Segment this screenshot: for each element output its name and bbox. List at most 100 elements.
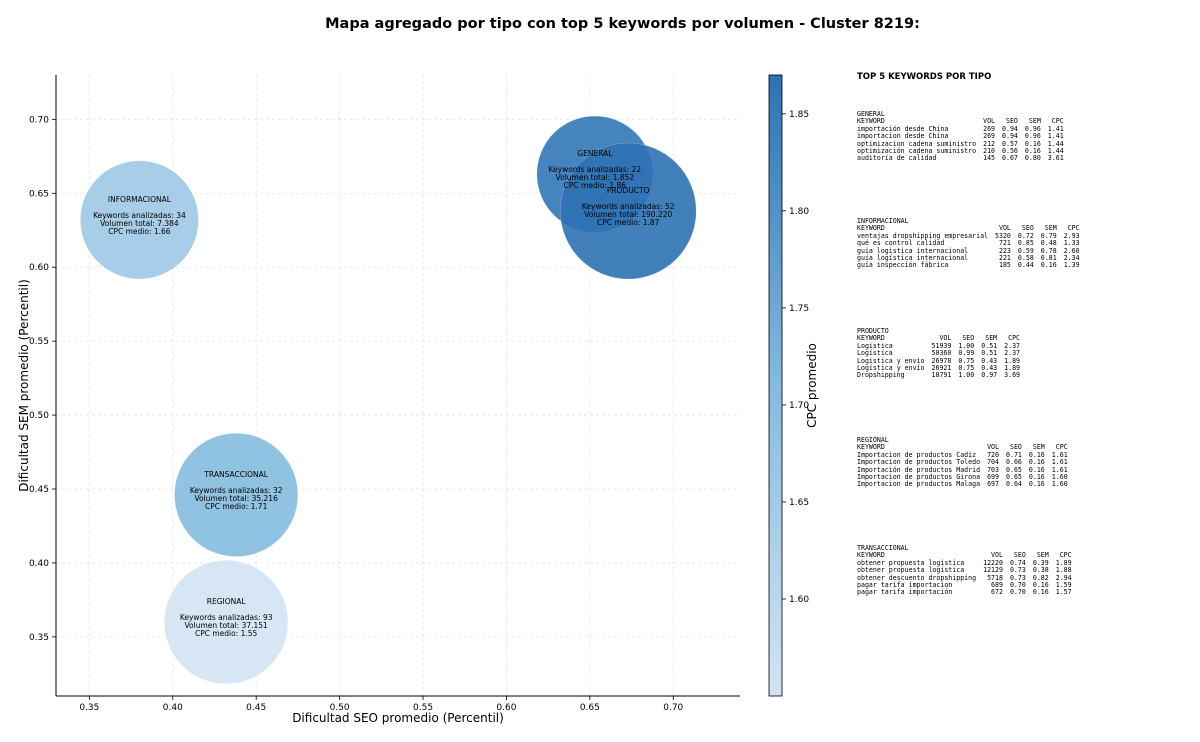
bubble-label: REGIONAL [207,597,247,606]
x-tick-label: 0.45 [246,703,266,713]
value-cell: 1.41 [1047,124,1064,133]
value-cell: 0.99 [958,349,975,358]
table-row: Dropshipping 18791 1.00 0.97 3.69 [857,371,1020,380]
value-cell: 12220 [983,558,1003,567]
group-name: REGIONAL [857,436,889,444]
bubble-informacional [80,160,199,280]
keyword-cell: obtener propuesta logistica [857,558,965,567]
value-cell: 720 [987,450,999,459]
bubble-detail: Keywords analizadas: 32 [190,486,283,495]
keyword-cell: pagar tarifa importacion [857,581,953,590]
column-header: CPC [1051,117,1064,126]
colorbar-tick-label: 1.60 [789,595,809,605]
column-header: VOL [991,551,1003,560]
table-row: pagar tarifa importacion 689 0.70 0.16 1.59 [857,581,1072,590]
value-cell: 212 [983,139,996,148]
x-tick-label: 0.70 [663,703,683,713]
value-cell: 5320 [995,231,1011,240]
value-cell: 1.41 [1047,132,1064,141]
value-cell: 721 [998,239,1011,248]
y-tick-label: 0.55 [29,337,49,347]
y-tick-label: 0.35 [29,633,49,643]
value-cell: 0.96 [1024,124,1041,133]
colorbar-tick-label: 1.65 [789,498,809,508]
chart-title: Mapa agregado por tipo con top 5 keyword… [325,16,920,32]
value-cell: 0.85 [1017,239,1034,248]
keyword-cell: qué es control calidad [857,239,945,248]
value-cell: 1.60 [1051,473,1068,482]
column-header: CPC [1055,443,1068,452]
table-row: obtener propuesta logística 12129 0.73 0.38… [857,566,1072,574]
axes: 0.35 0.40 0.45 0.50 0.55 0.60 0.65 0.70 0.35 0.40… [17,75,740,725]
keyword-cell: Importación de productos Madrid [857,465,981,474]
column-header: CPC [1067,224,1080,233]
keyword-cell: Importacion de productos Toledo [857,458,981,467]
value-cell: 0.64 [1006,480,1022,489]
colorbar-label: CPC promedio [805,343,819,428]
value-cell: 0.16 [1028,458,1045,467]
colorbar-tick-label: 1.80 [789,207,809,217]
keyword-cell: ventajas dropshipping empresarial [857,231,989,240]
value-cell: 0.73 [1009,573,1026,582]
value-cell: 210 [983,147,996,156]
table-row: guía logística internacional 221 0.58 0.81 2… [857,254,1080,263]
column-header: CPC [1059,551,1072,560]
column-header: SEO [1013,551,1026,560]
column-header: SEO [962,334,975,343]
keyword-table: KEYWORD VOL SEO SEM CPC Importacion de produc… [857,443,1068,489]
value-cell: 1.61 [1051,465,1068,474]
bubble-detail: Volumen total: 190.220 [584,210,672,219]
keyword-cell: Importacion de productos Girona [857,473,981,482]
keyword-group-transaccional: TRANSACCIONAL KEYWORD VOL SEO SEM CPC obtener … [857,544,1072,597]
column-header: SEM [1036,551,1049,560]
bubble-detail: Volumen total: 1.852 [556,173,635,182]
keyword-cell: Logistica [857,341,893,350]
keyword-table: KEYWORD VOL SEO SEM CPC importación desde Chi… [857,117,1064,163]
x-tick-label: 0.55 [413,703,433,713]
column-header: KEYWORD [857,551,885,560]
value-cell: 0.51 [981,349,998,358]
value-cell: 0.43 [981,364,998,373]
column-header: KEYWORD [857,224,885,233]
value-cell: 0.81 [1040,254,1057,263]
keyword-cell: Logistica y envio [857,356,925,365]
y-tick-label: 0.65 [29,189,49,199]
value-cell: 0.48 [1040,239,1057,248]
value-cell: 221 [998,254,1011,263]
y-tick-label: 0.40 [29,559,49,569]
keyword-cell: guía logística internacional [857,254,969,263]
group-name: INFORMACIONAL [857,217,909,225]
y-tick-label: 0.45 [29,485,49,495]
value-cell: 2.94 [1055,573,1072,582]
value-cell: 0.80 [1024,154,1041,163]
value-cell: 1.89 [1004,364,1021,373]
value-cell: 0.56 [1002,147,1018,156]
table-header-row: KEYWORD VOL SEO SEM CPC [857,443,1068,452]
column-header: SEO [1021,224,1034,233]
value-cell: 0.59 [1017,246,1034,255]
bubble-detail: Keywords analizadas: 34 [93,211,186,220]
column-header: VOL [987,443,999,452]
table-row: Logistica 51939 1.00 0.51 2.37 [857,341,1021,350]
column-header: SEM [1044,224,1057,233]
keyword-group-regional: REGIONAL KEYWORD VOL SEO SEM CPC Importacion d… [857,436,1068,489]
value-cell: 18791 [931,371,952,380]
value-cell: 0.67 [1002,154,1018,163]
bubble-detail: CPC medio: 1.87 [597,218,660,227]
colorbar-strip [768,74,783,697]
value-cell: 2.37 [1004,341,1021,350]
value-cell: 689 [991,581,1003,590]
bubble-detail: Keywords analizadas: 22 [549,165,642,174]
colorbar: 1.60 1.65 1.70 1.75 1.80 1.85 CPC promedio [768,74,819,697]
value-cell: 704 [987,458,999,467]
keyword-group-general: GENERAL KEYWORD VOL SEO SEM CPC importación de… [857,110,1064,163]
value-cell: 0.39 [1032,558,1049,567]
value-cell: 0.16 [1024,139,1041,148]
colorbar-tick-label: 1.70 [789,401,809,411]
table-row: guía inspección fábrica 185 0.44 0.16 1.39 [857,261,1080,270]
keyword-table: KEYWORD VOL SEO SEM CPC ventajas dropshipping… [857,224,1080,270]
value-cell: 0.16 [1024,147,1041,156]
value-cell: 223 [998,246,1011,255]
keyword-cell: guía inspección fábrica [857,261,949,270]
